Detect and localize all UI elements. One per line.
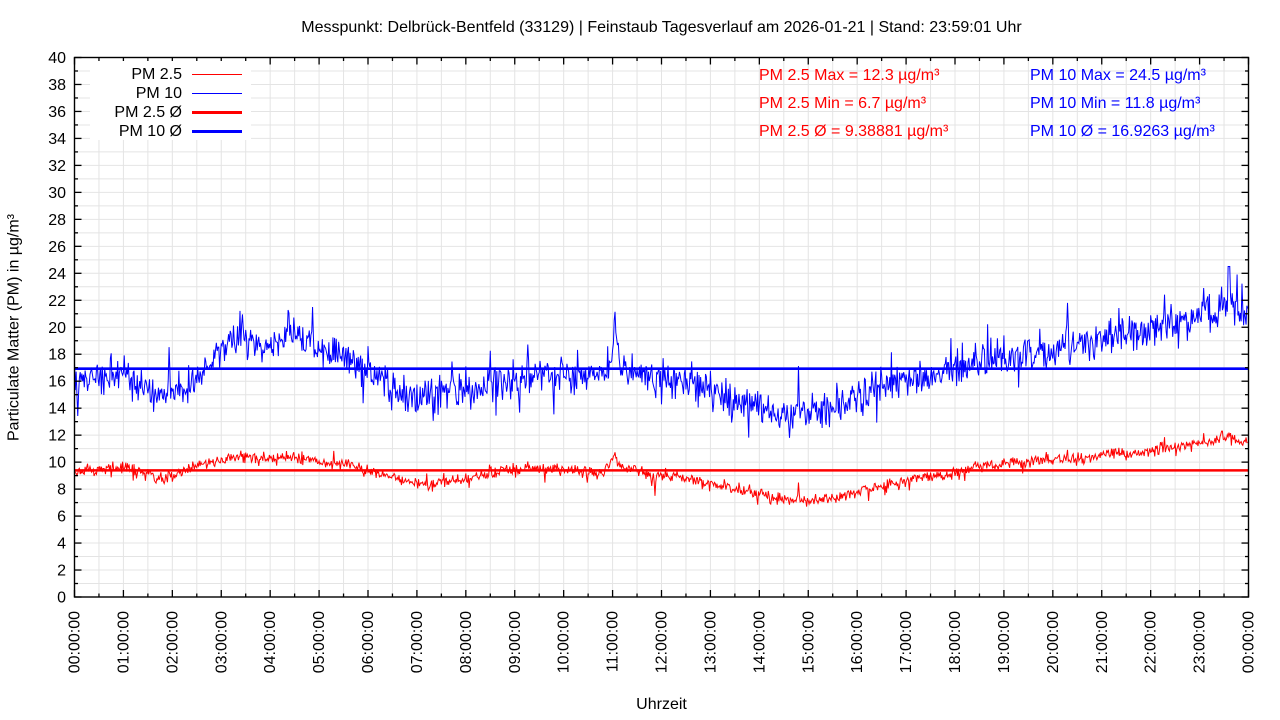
x-tick-label: 09:00:00 xyxy=(507,611,524,673)
y-tick-label: 22 xyxy=(48,293,66,310)
x-tick-label: 13:00:00 xyxy=(702,611,719,673)
annotation-pm10-min: PM 10 Min = 11.8 µg/m³ xyxy=(1030,95,1201,112)
y-tick-label: 2 xyxy=(57,563,66,580)
series-line-pm25 xyxy=(74,430,1248,507)
x-tick-label: 07:00:00 xyxy=(409,611,426,673)
x-tick-label: 23:00:00 xyxy=(1192,611,1209,673)
y-tick-label: 6 xyxy=(57,509,66,526)
x-tick-label: 10:00:00 xyxy=(556,611,573,673)
x-tick-label: 21:00:00 xyxy=(1094,611,1111,673)
legend-label-pm25-avg: PM 2.5 Ø xyxy=(114,104,182,121)
annotation-pm25-min: PM 2.5 Min = 6.7 µg/m³ xyxy=(759,95,927,112)
y-tick-label: 38 xyxy=(48,77,66,94)
y-tick-label: 28 xyxy=(48,212,66,229)
x-tick-label: 03:00:00 xyxy=(213,611,230,673)
x-tick-label: 16:00:00 xyxy=(849,611,866,673)
y-axis-label: Particulate Matter (PM) in µg/m³ xyxy=(5,213,23,442)
x-tick-label: 12:00:00 xyxy=(654,611,671,673)
legend-line-pm25-avg xyxy=(192,111,242,114)
x-tick-label: 11:00:00 xyxy=(605,611,622,672)
annotation-pm10-avg: PM 10 Ø = 16.9263 µg/m³ xyxy=(1030,123,1215,140)
legend-label-pm10: PM 10 xyxy=(135,85,182,102)
legend: PM 2.5 PM 10 PM 2.5 Ø PM 10 Ø xyxy=(90,61,251,140)
y-tick-label: 12 xyxy=(48,428,66,445)
y-tick-label: 18 xyxy=(48,347,66,364)
x-tick-label: 01:00:00 xyxy=(115,611,132,673)
legend-line-pm25 xyxy=(192,74,242,75)
x-tick-label: 14:00:00 xyxy=(751,611,768,673)
legend-row-pm25: PM 2.5 xyxy=(90,65,251,84)
x-tick-label: 19:00:00 xyxy=(996,611,1013,673)
x-tick-label: 00:00:00 xyxy=(1241,611,1258,673)
y-tick-label: 24 xyxy=(48,266,66,283)
x-tick-label: 15:00:00 xyxy=(800,611,817,673)
x-tick-label: 05:00:00 xyxy=(311,611,328,673)
x-tick-label: 02:00:00 xyxy=(164,611,181,673)
x-tick-label: 04:00:00 xyxy=(262,611,279,673)
annotation-pm25-max: PM 2.5 Max = 12.3 µg/m³ xyxy=(759,67,940,84)
y-tick-label: 0 xyxy=(57,590,66,607)
y-tick-label: 40 xyxy=(48,50,66,67)
x-axis-label: Uhrzeit xyxy=(636,696,687,713)
y-tick-label: 14 xyxy=(48,401,66,418)
x-tick-label: 06:00:00 xyxy=(360,611,377,673)
y-tick-label: 8 xyxy=(57,482,66,499)
annotation-pm25-avg: PM 2.5 Ø = 9.38881 µg/m³ xyxy=(759,123,949,140)
series-line-pm10 xyxy=(74,266,1249,438)
y-tick-label: 30 xyxy=(48,185,66,202)
legend-row-pm10-avg: PM 10 Ø xyxy=(90,122,251,141)
y-tick-label: 4 xyxy=(57,536,66,553)
x-tick-label: 00:00:00 xyxy=(67,611,84,673)
y-tick-label: 26 xyxy=(48,239,66,256)
y-tick-label: 20 xyxy=(48,320,66,337)
chart-title: Messpunkt: Delbrück-Bentfeld (33129) | F… xyxy=(301,19,1022,36)
y-tick-label: 32 xyxy=(48,158,66,175)
x-tick-label: 22:00:00 xyxy=(1143,611,1160,673)
legend-line-pm10 xyxy=(192,93,242,94)
x-tick-label: 08:00:00 xyxy=(458,611,475,673)
legend-row-pm25-avg: PM 2.5 Ø xyxy=(90,103,251,122)
x-tick-label: 20:00:00 xyxy=(1045,611,1062,673)
y-tick-label: 10 xyxy=(48,455,66,472)
y-tick-label: 34 xyxy=(48,131,66,148)
x-tick-label: 18:00:00 xyxy=(947,611,964,673)
legend-line-pm10-avg xyxy=(192,130,242,133)
annotation-pm10-max: PM 10 Max = 24.5 µg/m³ xyxy=(1030,67,1206,84)
legend-label-pm10-avg: PM 10 Ø xyxy=(118,123,182,140)
y-tick-label: 16 xyxy=(48,374,66,391)
legend-label-pm25: PM 2.5 xyxy=(131,66,182,83)
legend-row-pm10: PM 10 xyxy=(90,84,251,103)
x-tick-label: 17:00:00 xyxy=(898,611,915,673)
y-tick-label: 36 xyxy=(48,104,66,121)
